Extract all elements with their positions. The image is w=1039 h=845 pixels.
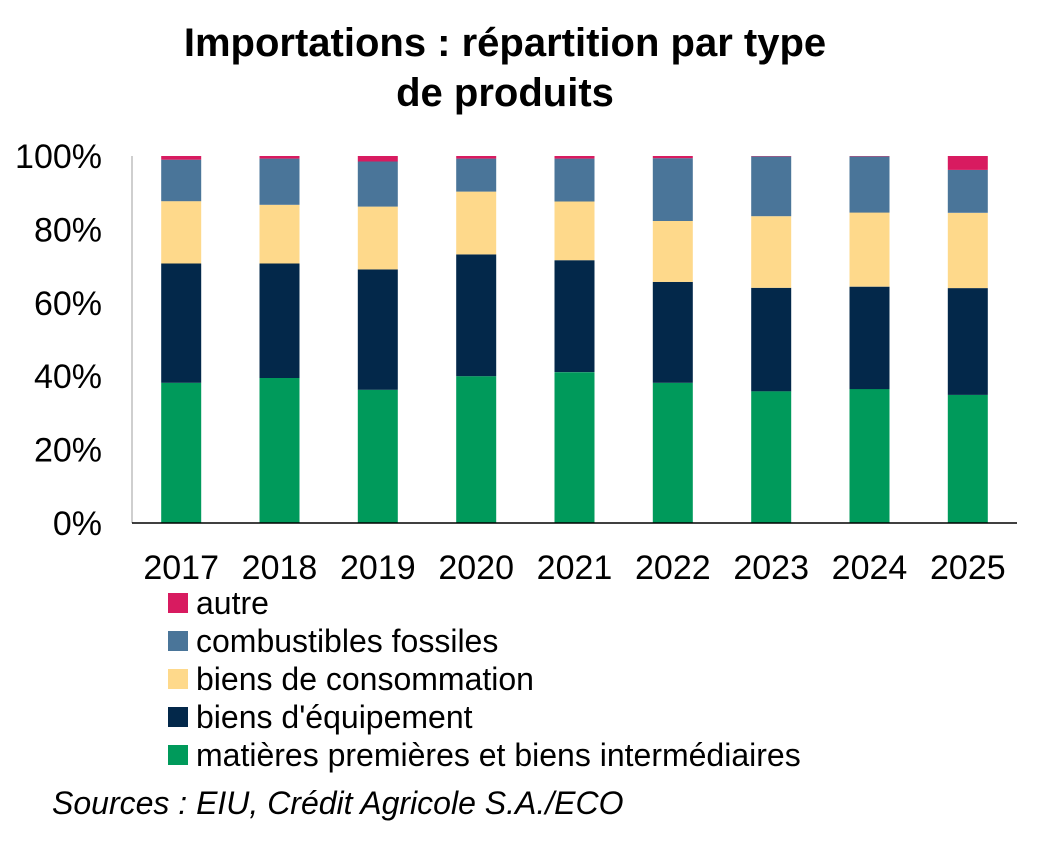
legend-swatch xyxy=(168,745,188,765)
chart-title-line-1: Importations : répartition par type xyxy=(183,21,827,65)
chart-title-line-2: de produits xyxy=(396,71,614,115)
bar-segment xyxy=(357,156,398,162)
bar-segment xyxy=(554,156,595,159)
bar-segment xyxy=(456,158,497,192)
bar-segment xyxy=(652,382,693,523)
bar-segment xyxy=(357,269,398,390)
y-tick-label: 60% xyxy=(34,285,102,323)
bar-segment xyxy=(161,156,202,160)
legend-swatch xyxy=(168,707,188,727)
bar-segment xyxy=(161,201,202,264)
bar-segment xyxy=(751,216,792,288)
legend-label: biens d'équipement xyxy=(196,699,473,735)
bar-segment xyxy=(652,221,693,282)
legend-swatch xyxy=(168,593,188,613)
x-tick-label: 2019 xyxy=(340,549,416,587)
bar-segment xyxy=(652,281,693,383)
bar-segment xyxy=(456,191,497,255)
bar-segment xyxy=(161,159,202,202)
bar-segment xyxy=(259,378,300,523)
bar-segment xyxy=(554,260,595,373)
y-tick-label: 100% xyxy=(15,138,102,176)
legend-swatch xyxy=(168,631,188,651)
bar-segment xyxy=(849,389,890,523)
bar-segment xyxy=(456,376,497,523)
bar-segment xyxy=(456,156,497,159)
y-tick-label: 0% xyxy=(53,505,102,543)
x-tick-label: 2018 xyxy=(242,549,318,587)
x-tick-label: 2024 xyxy=(832,549,908,587)
legend-item: combustibles fossiles xyxy=(168,622,801,660)
legend-item: biens d'équipement xyxy=(168,698,801,736)
bar-segment xyxy=(554,201,595,261)
legend-label: autre xyxy=(196,585,269,621)
bar-segment xyxy=(751,391,792,523)
legend-swatch xyxy=(168,669,188,689)
y-tick-label: 80% xyxy=(34,211,102,249)
bar-segment xyxy=(161,382,202,523)
chart-title: Importations : répartition par type de p… xyxy=(0,18,1010,118)
bar-segment xyxy=(751,156,792,217)
legend-item: autre xyxy=(168,584,801,622)
bar-segment xyxy=(947,169,988,213)
legend-label: combustibles fossiles xyxy=(196,623,499,659)
legend-item: matières premières et biens intermédiair… xyxy=(168,736,801,774)
bar-segment xyxy=(947,212,988,289)
bar-segment xyxy=(947,288,988,395)
bar-segment xyxy=(357,161,398,207)
bar-segment xyxy=(161,263,202,383)
x-tick-label: 2022 xyxy=(635,549,711,587)
bar-segment xyxy=(947,156,988,170)
bar-segment xyxy=(259,156,300,159)
x-tick-label: 2021 xyxy=(537,549,613,587)
legend-label: matières premières et biens intermédiair… xyxy=(196,737,801,773)
bar-segment xyxy=(259,263,300,378)
bar-segment xyxy=(259,204,300,264)
bar-segment xyxy=(554,158,595,202)
chart-legend: autre combustibles fossiles biens de conso… xyxy=(168,584,801,774)
bar-segment xyxy=(357,389,398,523)
bar-segment xyxy=(456,254,497,377)
bar-segment xyxy=(849,286,890,390)
y-tick-label: 40% xyxy=(34,358,102,396)
x-tick-label: 2020 xyxy=(438,549,514,587)
bar-segment xyxy=(652,158,693,221)
bar-segment xyxy=(259,158,300,205)
source-note: Sources : EIU, Crédit Agricole S.A./ECO xyxy=(52,785,624,821)
x-tick-label: 2025 xyxy=(930,549,1006,587)
bar-segment xyxy=(652,156,693,159)
bar-segment xyxy=(357,206,398,270)
x-tick-label: 2017 xyxy=(143,549,219,587)
bar-segment xyxy=(849,156,890,213)
bar-segment xyxy=(554,372,595,523)
x-tick-label: 2023 xyxy=(733,549,809,587)
y-tick-label: 20% xyxy=(34,432,102,470)
legend-item: biens de consommation xyxy=(168,660,801,698)
bar-segment xyxy=(947,394,988,523)
bar-segment xyxy=(849,212,890,287)
bar-segment xyxy=(751,287,792,392)
legend-label: biens de consommation xyxy=(196,661,534,697)
